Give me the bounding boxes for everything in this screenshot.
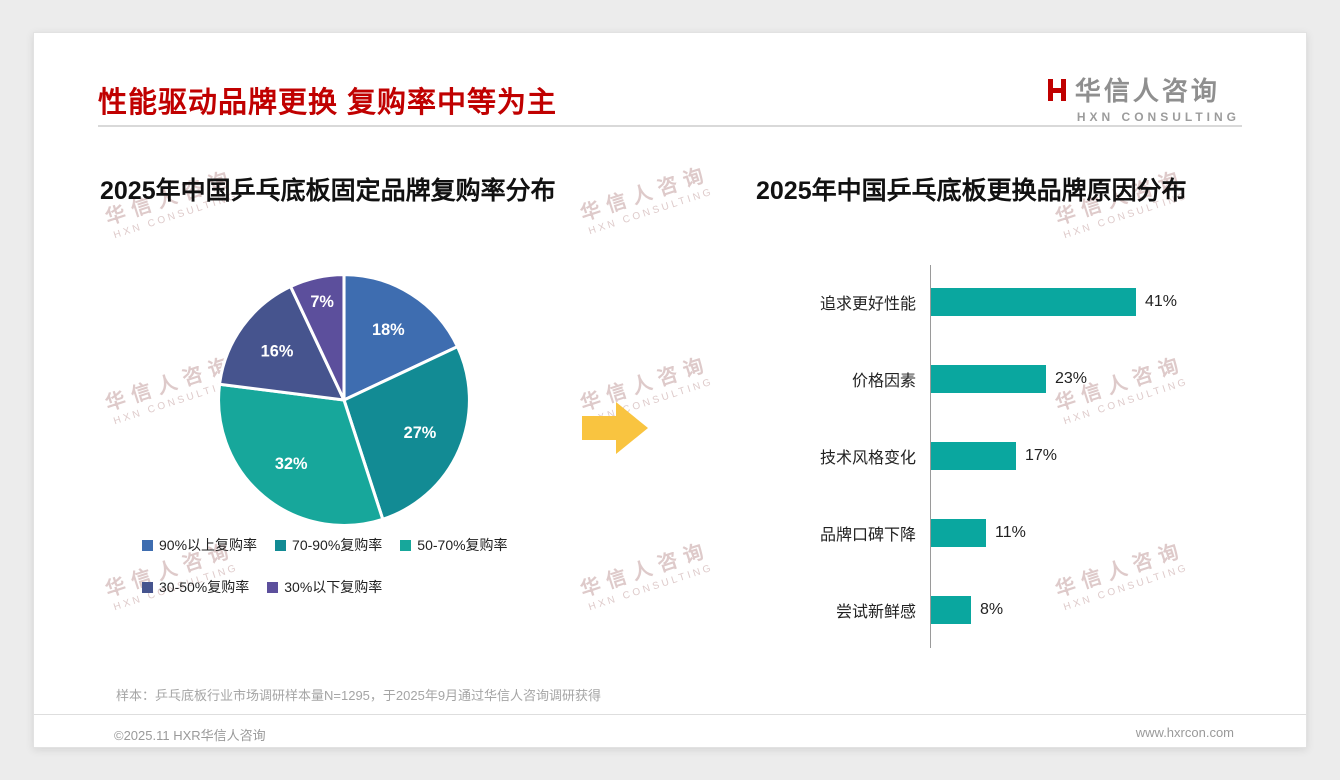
footer-divider [34,714,1306,715]
legend-marker-icon [400,539,412,551]
pie-slice [217,382,385,527]
watermark: 华信人咨询 HXN CONSULTING [577,162,715,238]
website-url: www.hxrcon.com [1135,725,1234,740]
pie-slice [289,273,346,402]
bar-value-label: 23% [1055,369,1088,387]
bar-category-label: 技术风格变化 [819,449,916,467]
legend-item: 30%以下复购率 [267,577,382,597]
pie-slice [342,273,460,402]
pie-legend: 90%以上复购率 70-90%复购率 50-70%复购率 30-50%复购率 30%以下… [142,535,526,619]
bar-row: 尝试新鲜感 8% [734,571,1294,648]
bar-category-label: 品牌口碑下降 [819,526,916,544]
legend-marker-icon [142,581,153,593]
bar [931,364,1046,393]
pie-slice [342,345,471,521]
legend-label: 70-90%复购率 [292,537,383,553]
bar-row: 价格因素 23% [734,340,1294,417]
bar-track: 17% [930,441,1294,470]
logo-name: 华信人咨询 [1074,76,1220,106]
legend-marker-icon [142,539,153,551]
page-title: 性能驱动品牌更换 复购率中等为主 [98,87,558,119]
pie-data-label: 16% [261,342,294,360]
pie-slice [217,284,346,402]
bar-category-label: 价格因素 [851,372,916,390]
logo-subtitle: HXN CONSULTING [1076,110,1240,124]
pie-data-label: 7% [310,293,334,311]
bar [931,287,1136,316]
bar-value-label: 41% [1145,292,1178,310]
sample-note: 样本：乒乓底板行业市场调研样本量N=1295，于2025年9月通过华信人咨询调研… [116,688,602,703]
bar-track: 8% [930,595,1294,624]
pie-data-label: 32% [275,455,308,473]
bar [931,518,986,547]
legend-label: 90%以上复购率 [159,537,258,553]
bar-chart-title: 2025年中国乒乓底板更换品牌原因分布 [756,177,1187,205]
bar-chart-axis [930,265,931,648]
pie-chart-title: 2025年中国乒乓底板固定品牌复购率分布 [100,177,556,205]
bar-row: 技术风格变化 17% [734,417,1294,494]
legend-marker-icon [267,581,279,593]
right-arrow-icon [582,399,648,462]
pie-data-label: 18% [372,321,405,339]
logo: 华信人咨询 HXN CONSULTING [1047,71,1240,124]
slide-card: 华信人咨询 HXN CONSULTING 华信人咨询 HXN CONSULTING 华信… [33,32,1307,748]
bar-track: 41% [930,287,1294,316]
watermark: 华信人咨询 HXN CONSULTING [577,538,715,614]
bar-category-label: 尝试新鲜感 [835,603,916,621]
legend-marker-icon [275,539,287,551]
bar-track: 23% [930,364,1294,393]
bar [931,595,971,624]
bar [931,441,1016,470]
legend-item: 30-50%复购率 [142,577,249,597]
legend-item: 90%以上复购率 [142,535,257,555]
legend-label: 30-50%复购率 [159,579,250,595]
pie-data-label: 27% [404,424,437,442]
bar-track: 11% [930,518,1294,547]
legend-label: 50-70%复购率 [417,537,508,553]
bar-value-label: 11% [995,523,1026,541]
bar-value-label: 17% [1025,446,1058,464]
logo-h-icon [1047,77,1067,103]
legend-row: 30-50%复购率 30%以下复购率 [142,577,526,597]
pie-chart: 18% 27% 32% 16% 7% [191,247,497,553]
legend-item: 50-70%复购率 [400,535,508,555]
bar-row: 品牌口碑下降 11% [734,494,1294,571]
bar-chart: 追求更好性能 41% 价格因素 23% 技术风格变化 17% 品牌口碑下降 11% 尝试新鲜感 8… [734,263,1294,650]
bar-value-label: 8% [980,600,1004,618]
bar-row: 追求更好性能 41% [734,263,1294,340]
legend-item: 70-90%复购率 [275,535,382,555]
legend-row: 90%以上复购率 70-90%复购率 50-70%复购率 [142,535,526,555]
copyright-text: ©2025.11 HXR华信人咨询 [114,728,266,743]
legend-label: 30%以下复购率 [284,579,383,595]
title-divider [98,125,1242,127]
bar-category-label: 追求更好性能 [819,295,916,313]
